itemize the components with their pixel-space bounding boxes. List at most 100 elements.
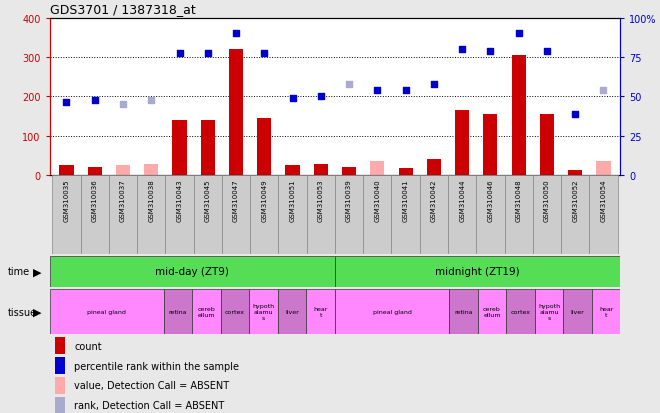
Text: hypoth
alamu
s: hypoth alamu s [538, 304, 560, 320]
FancyBboxPatch shape [478, 289, 506, 335]
Text: GSM310044: GSM310044 [459, 179, 465, 221]
Bar [370, 162, 384, 176]
FancyBboxPatch shape [164, 289, 192, 335]
Bar [172, 121, 187, 176]
Text: GSM310035: GSM310035 [63, 179, 69, 221]
Bar [568, 171, 582, 176]
Text: hear
t: hear t [599, 306, 613, 317]
Text: pineal gland: pineal gland [373, 309, 411, 314]
Bar [257, 119, 271, 176]
Text: GSM310048: GSM310048 [515, 179, 521, 221]
Text: midnight (ZT19): midnight (ZT19) [436, 266, 520, 277]
FancyBboxPatch shape [55, 397, 65, 413]
FancyBboxPatch shape [137, 176, 166, 254]
FancyBboxPatch shape [220, 289, 249, 335]
Point [542, 49, 552, 55]
Point [428, 82, 439, 89]
FancyBboxPatch shape [222, 176, 250, 254]
Text: ▶: ▶ [33, 307, 42, 317]
Point [401, 88, 411, 95]
Bar [229, 50, 243, 176]
Text: GSM310043: GSM310043 [176, 179, 183, 221]
FancyBboxPatch shape [278, 289, 306, 335]
Bar [427, 160, 441, 176]
Point [513, 31, 524, 38]
FancyBboxPatch shape [307, 176, 335, 254]
Point [90, 98, 100, 104]
Text: cereb
ellum: cereb ellum [197, 306, 215, 317]
Bar [286, 166, 300, 176]
Bar [59, 166, 73, 176]
Text: value, Detection Call = ABSENT: value, Detection Call = ABSENT [74, 380, 229, 390]
Text: liver: liver [571, 309, 585, 314]
FancyBboxPatch shape [335, 289, 449, 335]
FancyBboxPatch shape [279, 176, 307, 254]
Text: GSM310041: GSM310041 [403, 179, 409, 221]
Point [117, 102, 128, 108]
FancyBboxPatch shape [449, 289, 478, 335]
FancyBboxPatch shape [448, 176, 477, 254]
Text: GSM310037: GSM310037 [120, 179, 126, 221]
FancyBboxPatch shape [420, 176, 448, 254]
FancyBboxPatch shape [535, 289, 564, 335]
Text: GSM310053: GSM310053 [318, 179, 324, 221]
Text: GSM310052: GSM310052 [572, 179, 578, 221]
Bar [314, 164, 328, 176]
Text: GSM310051: GSM310051 [290, 179, 296, 221]
Bar [88, 168, 102, 176]
FancyBboxPatch shape [561, 176, 589, 254]
Bar [483, 115, 498, 176]
Text: liver: liver [285, 309, 299, 314]
FancyBboxPatch shape [192, 289, 220, 335]
Text: GSM310039: GSM310039 [346, 179, 352, 221]
Text: hear
t: hear t [314, 306, 328, 317]
Bar [512, 56, 526, 176]
FancyBboxPatch shape [193, 176, 222, 254]
Text: GSM310046: GSM310046 [487, 179, 494, 221]
FancyBboxPatch shape [533, 176, 561, 254]
Point [203, 50, 213, 57]
Point [231, 31, 242, 38]
FancyBboxPatch shape [109, 176, 137, 254]
Bar [342, 168, 356, 176]
Text: count: count [74, 341, 102, 351]
Point [61, 100, 72, 106]
Point [146, 98, 156, 104]
Point [457, 47, 467, 53]
Text: retina: retina [454, 309, 473, 314]
Text: cereb
ellum: cereb ellum [483, 306, 501, 317]
FancyBboxPatch shape [306, 289, 335, 335]
FancyBboxPatch shape [589, 176, 618, 254]
Bar [455, 111, 469, 176]
Text: GSM310047: GSM310047 [233, 179, 239, 221]
Bar [201, 121, 215, 176]
Text: GSM310045: GSM310045 [205, 179, 211, 221]
FancyBboxPatch shape [391, 176, 420, 254]
FancyBboxPatch shape [249, 289, 278, 335]
FancyBboxPatch shape [564, 289, 592, 335]
Text: hypoth
alamu
s: hypoth alamu s [253, 304, 275, 320]
Text: ▶: ▶ [33, 266, 42, 277]
Text: GDS3701 / 1387318_at: GDS3701 / 1387318_at [50, 3, 195, 16]
FancyBboxPatch shape [52, 176, 81, 254]
Text: GSM310040: GSM310040 [374, 179, 380, 221]
FancyBboxPatch shape [506, 289, 535, 335]
Text: GSM310036: GSM310036 [92, 179, 98, 221]
Bar [116, 166, 130, 176]
Bar [144, 164, 158, 176]
Point [344, 82, 354, 89]
FancyBboxPatch shape [250, 176, 279, 254]
Text: retina: retina [169, 309, 187, 314]
FancyBboxPatch shape [55, 377, 65, 394]
Text: pineal gland: pineal gland [87, 309, 126, 314]
Bar [540, 115, 554, 176]
FancyBboxPatch shape [335, 256, 620, 287]
FancyBboxPatch shape [55, 337, 65, 354]
Text: cortex: cortex [225, 309, 245, 314]
Text: GSM310049: GSM310049 [261, 179, 267, 221]
Point [259, 50, 269, 57]
FancyBboxPatch shape [81, 176, 109, 254]
Text: GSM310054: GSM310054 [601, 179, 607, 221]
FancyBboxPatch shape [55, 357, 65, 374]
Bar [399, 169, 412, 176]
